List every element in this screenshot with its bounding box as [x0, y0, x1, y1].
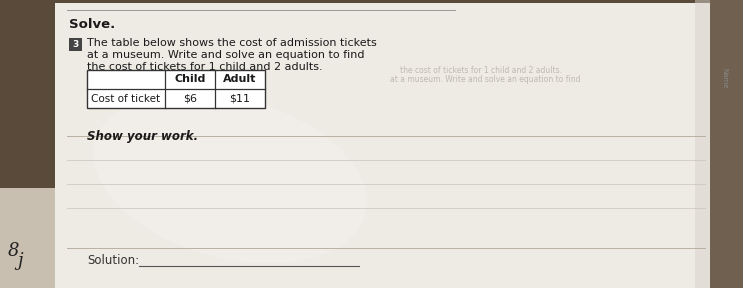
- Text: 3: 3: [72, 40, 79, 49]
- Text: The table below shows the cost of admission tickets: The table below shows the cost of admiss…: [87, 38, 377, 48]
- Text: Solve.: Solve.: [69, 18, 115, 31]
- Text: Solution:: Solution:: [87, 254, 139, 267]
- Text: Name: Name: [721, 68, 727, 88]
- FancyBboxPatch shape: [69, 38, 82, 51]
- Text: at a museum. Write and solve an equation to find: at a museum. Write and solve an equation…: [390, 75, 580, 84]
- Text: the cost of tickets for 1 child and 2 adults.: the cost of tickets for 1 child and 2 ad…: [87, 62, 322, 72]
- FancyBboxPatch shape: [710, 0, 743, 288]
- Text: $6: $6: [183, 94, 197, 103]
- Bar: [87, 70, 265, 108]
- Text: Adult: Adult: [224, 75, 256, 84]
- Text: Show your work.: Show your work.: [87, 130, 198, 143]
- Text: at a museum. Write and solve an equation to find: at a museum. Write and solve an equation…: [87, 50, 365, 60]
- FancyBboxPatch shape: [55, 3, 710, 288]
- Text: j: j: [17, 252, 22, 270]
- Text: the cost of tickets for 1 child and 2 adults.: the cost of tickets for 1 child and 2 ad…: [400, 66, 562, 75]
- Text: $11: $11: [230, 94, 250, 103]
- FancyBboxPatch shape: [0, 188, 70, 288]
- Text: Cost of ticket: Cost of ticket: [91, 94, 160, 103]
- Text: 8: 8: [8, 242, 19, 260]
- Text: Child: Child: [175, 75, 206, 84]
- Ellipse shape: [93, 93, 367, 263]
- FancyBboxPatch shape: [695, 0, 710, 288]
